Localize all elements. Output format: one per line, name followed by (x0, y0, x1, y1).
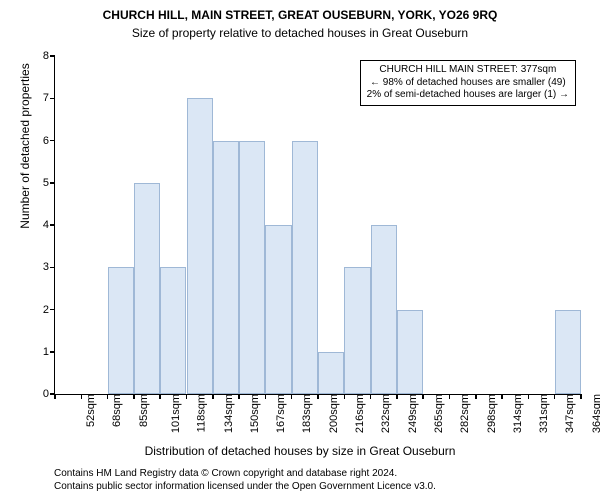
histogram-bar (292, 141, 318, 395)
x-tick-mark (238, 394, 240, 399)
histogram-bar (187, 98, 213, 394)
annotation-line: ← 98% of detached houses are smaller (49… (367, 77, 569, 90)
x-tick-label: 200sqm (322, 394, 340, 433)
x-tick-label: 167sqm (269, 394, 287, 433)
y-tick-label: 2 (43, 304, 55, 316)
y-tick-label: 8 (43, 50, 55, 62)
chart-container: CHURCH HILL, MAIN STREET, GREAT OUSEBURN… (0, 0, 600, 500)
x-tick-label: 232sqm (374, 394, 392, 433)
x-tick-label: 183sqm (296, 394, 314, 433)
histogram-bar (108, 267, 134, 394)
y-tick-label: 1 (43, 346, 55, 358)
chart-title: CHURCH HILL, MAIN STREET, GREAT OUSEBURN… (0, 8, 600, 22)
x-tick-mark (475, 394, 477, 399)
annotation-box: CHURCH HILL MAIN STREET: 377sqm← 98% of … (360, 60, 576, 106)
y-tick-label: 5 (43, 177, 55, 189)
histogram-bar (134, 183, 160, 394)
x-tick-label: 118sqm (190, 394, 208, 432)
x-tick-mark (449, 394, 451, 399)
y-tick-label: 4 (43, 219, 55, 231)
x-tick-mark (501, 394, 503, 399)
x-tick-mark (528, 394, 530, 399)
x-tick-mark (554, 394, 556, 399)
x-tick-label: 265sqm (427, 394, 445, 433)
x-tick-label: 216sqm (348, 394, 366, 433)
x-tick-mark (133, 394, 135, 399)
footer-line: Contains HM Land Registry data © Crown c… (54, 468, 600, 481)
histogram-bar (344, 267, 370, 394)
histogram-bar (239, 141, 265, 395)
x-tick-label: 282sqm (453, 394, 471, 433)
histogram-bar (371, 225, 397, 394)
x-tick-label: 347sqm (559, 394, 577, 433)
x-tick-mark (265, 394, 267, 399)
x-tick-mark (186, 394, 188, 399)
x-tick-label: 101sqm (164, 394, 182, 433)
x-axis-label: Distribution of detached houses by size … (0, 444, 600, 458)
histogram-bar (265, 225, 291, 394)
x-tick-label: 298sqm (480, 394, 498, 433)
footer-line: Contains public sector information licen… (54, 481, 600, 494)
plot-area: 01234567852sqm68sqm85sqm101sqm118sqm134s… (54, 56, 581, 395)
histogram-bar (397, 310, 423, 395)
x-tick-mark (580, 394, 582, 399)
x-tick-mark (212, 394, 214, 399)
x-tick-mark (344, 394, 346, 399)
footer-text: Contains HM Land Registry data © Crown c… (54, 468, 600, 493)
x-tick-mark (159, 394, 161, 399)
x-tick-label: 314sqm (506, 394, 524, 433)
histogram-bar (160, 267, 186, 394)
x-tick-label: 364sqm (585, 394, 600, 433)
histogram-bar (555, 310, 581, 395)
y-tick-label: 0 (43, 388, 55, 400)
annotation-line: CHURCH HILL MAIN STREET: 377sqm (367, 64, 569, 77)
x-tick-mark (396, 394, 398, 399)
x-tick-mark (370, 394, 372, 399)
x-tick-label: 249sqm (401, 394, 419, 433)
x-tick-label: 134sqm (217, 394, 235, 433)
histogram-bar (318, 352, 344, 394)
chart-subtitle: Size of property relative to detached ho… (0, 26, 600, 40)
x-tick-mark (317, 394, 319, 399)
x-tick-mark (291, 394, 293, 399)
x-tick-mark (422, 394, 424, 399)
x-tick-mark (81, 394, 83, 399)
x-tick-label: 150sqm (243, 394, 261, 433)
y-tick-label: 3 (43, 261, 55, 273)
annotation-line: 2% of semi-detached houses are larger (1… (367, 89, 569, 102)
y-axis-label: Number of detached properties (18, 0, 32, 315)
y-tick-label: 6 (43, 135, 55, 147)
x-tick-mark (54, 394, 56, 399)
histogram-bar (213, 141, 239, 395)
y-tick-label: 7 (43, 92, 55, 104)
x-tick-label: 331sqm (532, 394, 550, 433)
x-tick-mark (107, 394, 109, 399)
